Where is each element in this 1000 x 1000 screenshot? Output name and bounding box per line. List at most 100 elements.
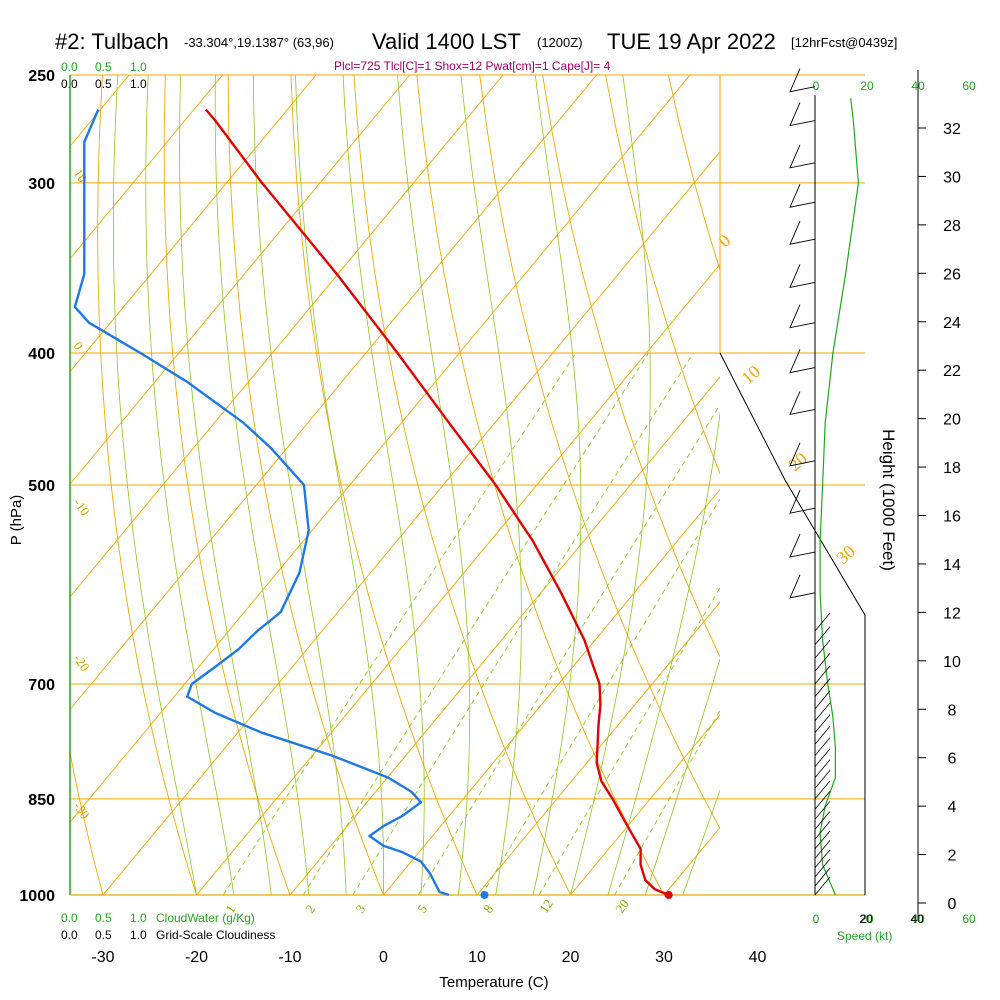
dry-adiabat-line xyxy=(416,75,665,895)
height-tick-label: 10 xyxy=(943,654,961,671)
mixing-ratio-label: 5 xyxy=(414,902,430,916)
wind-barb xyxy=(789,574,816,599)
temp-tick-label: -20 xyxy=(185,949,208,966)
height-tick-label: 18 xyxy=(943,460,961,477)
dry-adiabat-line xyxy=(479,75,720,830)
dry-adiabat-line xyxy=(163,75,291,895)
temp-tick-label: 0 xyxy=(379,949,388,966)
dewpoint-line xyxy=(73,109,450,897)
speed-label: Speed (kt) xyxy=(837,929,892,943)
height-tick-label: 14 xyxy=(943,557,961,574)
wind-barb xyxy=(789,391,816,415)
temp-tick-label: -30 xyxy=(91,949,114,966)
speed-top-tick: 20 xyxy=(860,79,874,93)
pressure-tick-label: 300 xyxy=(28,176,55,193)
diagonal-iso-label: 30 xyxy=(832,541,859,568)
cloudiness-bottom-tick: 1.0 xyxy=(130,928,147,942)
x-axis-label: Temperature (C) xyxy=(439,974,548,991)
surface-temperature-point xyxy=(664,891,673,899)
moist-adiabat-line xyxy=(607,410,720,895)
cloudiness-label: Grid-Scale Cloudiness xyxy=(156,928,275,942)
height-tick-label: 4 xyxy=(948,799,957,816)
cloudwater-bottom-tick: 1.0 xyxy=(130,911,147,925)
isotherm-line xyxy=(70,75,223,260)
valid-time: Valid 1400 LST xyxy=(372,29,521,54)
cloudiness-top-tick: 0.5 xyxy=(95,77,112,91)
speed-top-tick: 0 xyxy=(813,79,820,93)
wind-speed-line xyxy=(819,98,860,896)
wind-barb xyxy=(814,849,831,869)
temp-tick-label: 40 xyxy=(749,949,767,966)
isotherm-line xyxy=(476,601,720,895)
moist-adiabat-line xyxy=(644,658,720,895)
cloudwater-top-tick: 0.5 xyxy=(95,60,112,74)
moist-adiabat-line xyxy=(295,75,385,895)
height-axis-label: Height (1000 Feet) xyxy=(879,429,898,571)
dry-adiabat-line xyxy=(542,75,720,658)
diagonal-iso-label: 20 xyxy=(784,448,811,475)
wind-barb xyxy=(814,725,831,745)
cloudiness-top-tick: 1.0 xyxy=(130,77,147,91)
height-tick-label: 20 xyxy=(943,412,961,429)
wind-barb xyxy=(789,68,816,93)
wind-barb xyxy=(814,867,831,887)
mixing-ratio-label: 3 xyxy=(352,902,368,916)
wind-barb xyxy=(789,533,816,558)
height-tick-label: 28 xyxy=(943,218,961,235)
mixing-ratio-line xyxy=(352,352,694,895)
isotherm-line xyxy=(70,75,410,485)
temp-tick-label: 30 xyxy=(655,949,673,966)
wind-barb xyxy=(789,442,816,467)
wind-barb xyxy=(814,830,831,850)
station-coords: -33.304°,19.1387° (63,96) xyxy=(184,35,334,50)
wind-barb xyxy=(814,652,831,672)
temperature-line xyxy=(204,108,670,897)
wind-barb xyxy=(814,820,831,840)
forecast-date: TUE 19 Apr 2022 xyxy=(607,29,776,54)
pressure-tick-label: 850 xyxy=(28,792,55,809)
wind-barb xyxy=(814,626,831,645)
wind-barb xyxy=(814,612,831,632)
mixing-ratio-line xyxy=(302,352,649,895)
height-tick-label: 16 xyxy=(943,509,961,526)
isotherm-label: -20 xyxy=(71,651,93,674)
wind-barb xyxy=(789,490,816,514)
wind-barb xyxy=(814,748,831,767)
cloudwater-bottom-tick: 0.0 xyxy=(61,911,78,925)
wind-barb xyxy=(814,790,831,810)
height-tick-label: 12 xyxy=(943,605,961,622)
mixing-ratio-line xyxy=(222,352,577,895)
wind-barb xyxy=(814,770,831,789)
diagonal-iso-label: 10 xyxy=(737,361,764,388)
moist-adiabat-line xyxy=(145,75,235,895)
speed-bottom-tick: 0 xyxy=(813,912,820,926)
forecast-info: [12hrFcst@0439z] xyxy=(791,35,897,50)
dry-adiabat-line xyxy=(290,75,478,895)
chart-title: #2: Tulbach -33.304°,19.1387° (63,96) Va… xyxy=(55,29,897,73)
sounding-series xyxy=(73,108,673,899)
moist-adiabat-line xyxy=(179,75,272,895)
cloudwater-bottom-tick: 0.5 xyxy=(95,911,112,925)
wind-barb xyxy=(814,780,831,800)
mixing-ratio-label: 2 xyxy=(302,902,318,916)
pressure-tick-label: 250 xyxy=(28,68,55,85)
isotherm-label: -30 xyxy=(71,799,93,822)
wind-barb xyxy=(789,304,816,329)
dry-adiabat-line xyxy=(70,750,104,895)
temp-tick-label: 20 xyxy=(562,949,580,966)
wind-barb xyxy=(814,702,831,722)
height-tick-label: 32 xyxy=(943,121,961,138)
dry-adiabat-line xyxy=(0,75,10,895)
pressure-tick-label: 500 xyxy=(28,478,55,495)
moist-adiabat-line xyxy=(682,789,720,895)
moist-adiabat-line xyxy=(342,75,425,895)
dry-adiabat-line xyxy=(353,75,571,895)
mixing-ratio-line xyxy=(481,498,720,895)
isotherm-line xyxy=(70,75,317,373)
wind-barb xyxy=(789,184,816,208)
dry-adiabat-line xyxy=(920,75,1000,895)
moist-adiabat-line xyxy=(460,75,522,895)
wind-barb xyxy=(814,876,831,896)
cloudwater-top-tick: 0.0 xyxy=(61,60,78,74)
wind-barb xyxy=(814,678,831,697)
